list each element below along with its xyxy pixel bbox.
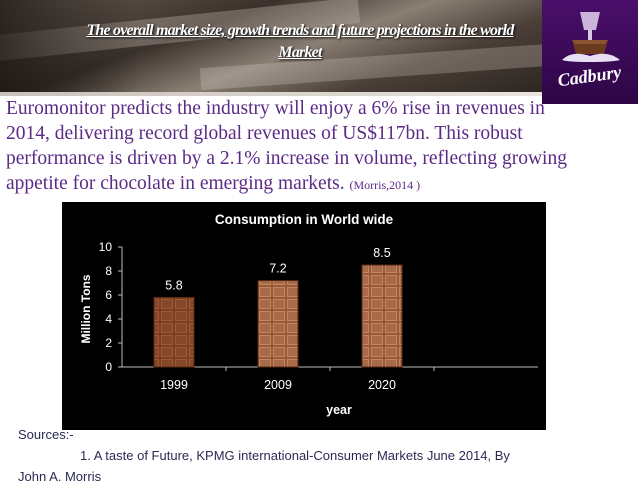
bar-1999 bbox=[153, 296, 195, 368]
y-tick-label: 8 bbox=[105, 264, 112, 278]
cadbury-logo: Cadbury bbox=[542, 0, 638, 104]
y-tick-label: 10 bbox=[99, 240, 113, 254]
market-paragraph: Euromonitor predicts the industry will e… bbox=[6, 96, 586, 198]
logo-wordmark: Cadbury bbox=[556, 62, 623, 91]
x-tick-label: 2009 bbox=[264, 378, 292, 392]
bar-2009 bbox=[257, 280, 299, 368]
y-tick-label: 4 bbox=[105, 312, 112, 326]
y-tick-label: 0 bbox=[105, 360, 112, 374]
y-tick-label: 6 bbox=[105, 288, 112, 302]
logo-icon: Cadbury bbox=[556, 12, 624, 91]
sources-block: Sources:- 1. A taste of Future, KPMG int… bbox=[18, 424, 628, 487]
divider bbox=[0, 92, 542, 96]
consumption-chart: Consumption in World wide Million Tons y… bbox=[62, 202, 546, 430]
source-line-2: John A. Morris bbox=[18, 469, 102, 484]
data-label-1999: 5.8 bbox=[165, 278, 182, 292]
title-banner: The overall market size, growth trends a… bbox=[0, 0, 542, 92]
source-line-1: 1. A taste of Future, KPMG international… bbox=[80, 448, 510, 463]
x-axis-label: year bbox=[326, 403, 352, 417]
x-tick-label: 1999 bbox=[160, 378, 188, 392]
y-tick-label: 2 bbox=[105, 336, 112, 350]
data-label-2009: 7.2 bbox=[269, 262, 286, 276]
chart-title: Consumption in World wide bbox=[215, 212, 394, 227]
chart-canvas: Consumption in World wide Million Tons y… bbox=[62, 202, 546, 430]
sources-heading: Sources:- bbox=[18, 427, 74, 442]
banner-shade bbox=[0, 0, 140, 92]
data-label-2020: 8.5 bbox=[373, 246, 390, 260]
citation: (Morris,2014 ) bbox=[349, 178, 421, 192]
bar-2020 bbox=[361, 264, 403, 368]
x-tick-label: 2020 bbox=[368, 378, 396, 392]
paragraph-text: Euromonitor predicts the industry will e… bbox=[6, 98, 567, 194]
y-axis-label: Million Tons bbox=[79, 274, 93, 343]
page-title: The overall market size, growth trends a… bbox=[86, 22, 514, 61]
